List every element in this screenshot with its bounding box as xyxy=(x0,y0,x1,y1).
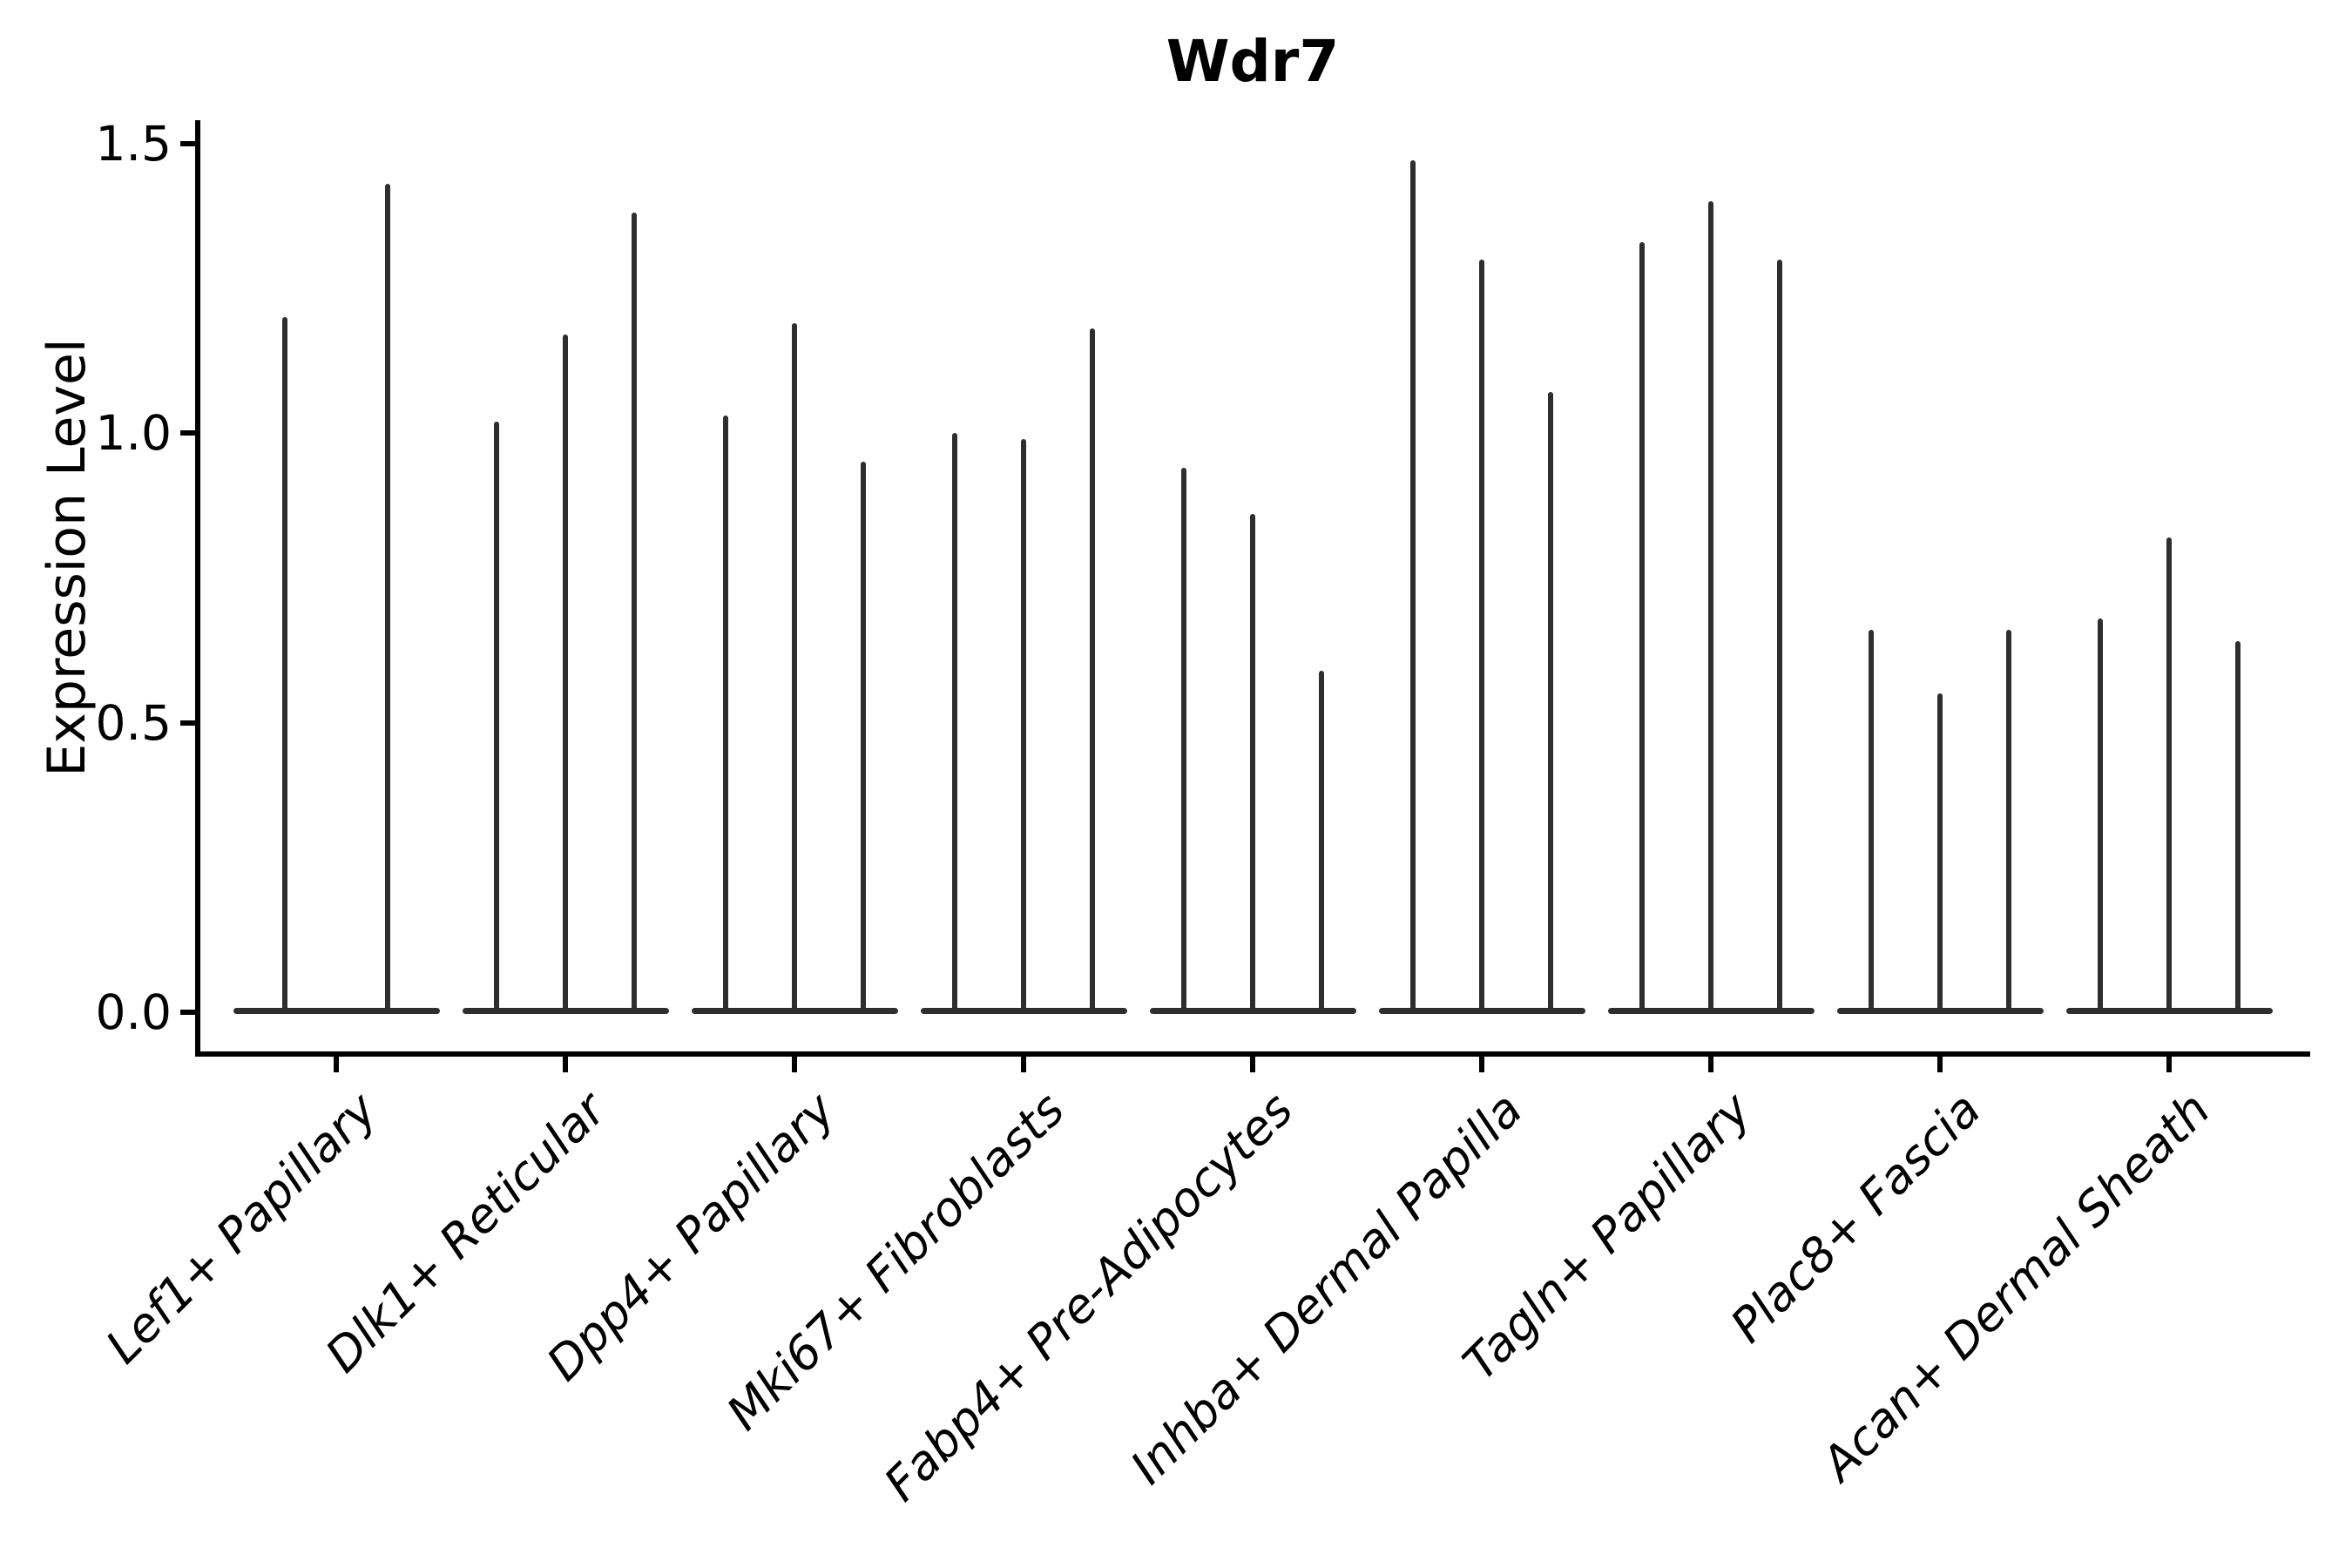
violin-spike xyxy=(1319,670,1324,1012)
violin-spike xyxy=(1777,259,1782,1012)
violin-spike xyxy=(1548,392,1553,1012)
x-axis-tick xyxy=(1250,1057,1255,1072)
x-axis-category-label: Inhba+ Dermal Papilla xyxy=(1119,1082,1533,1495)
x-axis-tick xyxy=(792,1057,797,1072)
violin-spike xyxy=(1181,467,1186,1012)
y-axis-tick-label: 0.0 xyxy=(95,984,172,1040)
violin-spike xyxy=(632,213,637,1012)
violin-spike xyxy=(792,322,797,1012)
y-axis-tick-label: 0.5 xyxy=(95,694,172,751)
bottom-axis-spine xyxy=(195,1051,2310,1057)
violin-spike xyxy=(1708,201,1713,1012)
x-axis-tick xyxy=(563,1057,568,1072)
violin-spike xyxy=(281,317,287,1012)
violin-spike xyxy=(2235,641,2240,1012)
violin-spike xyxy=(385,184,391,1012)
x-axis-category-label: Acan+ Dermal Sheath xyxy=(1810,1082,2220,1491)
x-axis-tick xyxy=(1021,1057,1026,1072)
violin-spike xyxy=(723,416,728,1012)
violin-spike xyxy=(1869,630,1874,1012)
violin-spike xyxy=(1937,693,1943,1012)
violin-spike xyxy=(2166,537,2172,1012)
y-axis-tick-label: 1.5 xyxy=(95,115,172,172)
x-axis-tick xyxy=(1937,1057,1943,1072)
y-axis-tick xyxy=(180,720,198,726)
violin-spike xyxy=(1250,514,1255,1012)
violin-spike xyxy=(563,334,568,1012)
x-axis-tick xyxy=(1708,1057,1713,1072)
violin-spike xyxy=(2098,618,2103,1012)
violin-spike xyxy=(952,433,957,1012)
violin-spike xyxy=(1479,259,1484,1012)
violin-spike xyxy=(1090,328,1095,1012)
violin-spike xyxy=(1410,160,1416,1012)
violin-base xyxy=(233,1008,440,1014)
violin-spike xyxy=(1021,438,1026,1012)
x-axis-category-label: Fabp4+ Pre-Adipocytes xyxy=(874,1082,1304,1512)
violin-spike xyxy=(1639,241,1645,1012)
violin-spike xyxy=(494,421,499,1012)
chart-title: Wdr7 xyxy=(1166,28,1340,95)
y-axis-tick xyxy=(180,140,198,146)
y-axis-tick xyxy=(180,430,198,436)
violin-spike xyxy=(861,462,866,1012)
x-axis-tick xyxy=(1479,1057,1484,1072)
x-axis-tick xyxy=(334,1057,339,1072)
y-axis-tick xyxy=(180,1010,198,1015)
violin-spike xyxy=(2006,630,2011,1012)
y-axis-title: Expression Level xyxy=(37,338,98,777)
left-axis-spine xyxy=(195,120,200,1057)
x-axis-tick xyxy=(2166,1057,2172,1072)
y-axis-tick-label: 1.0 xyxy=(95,405,172,461)
